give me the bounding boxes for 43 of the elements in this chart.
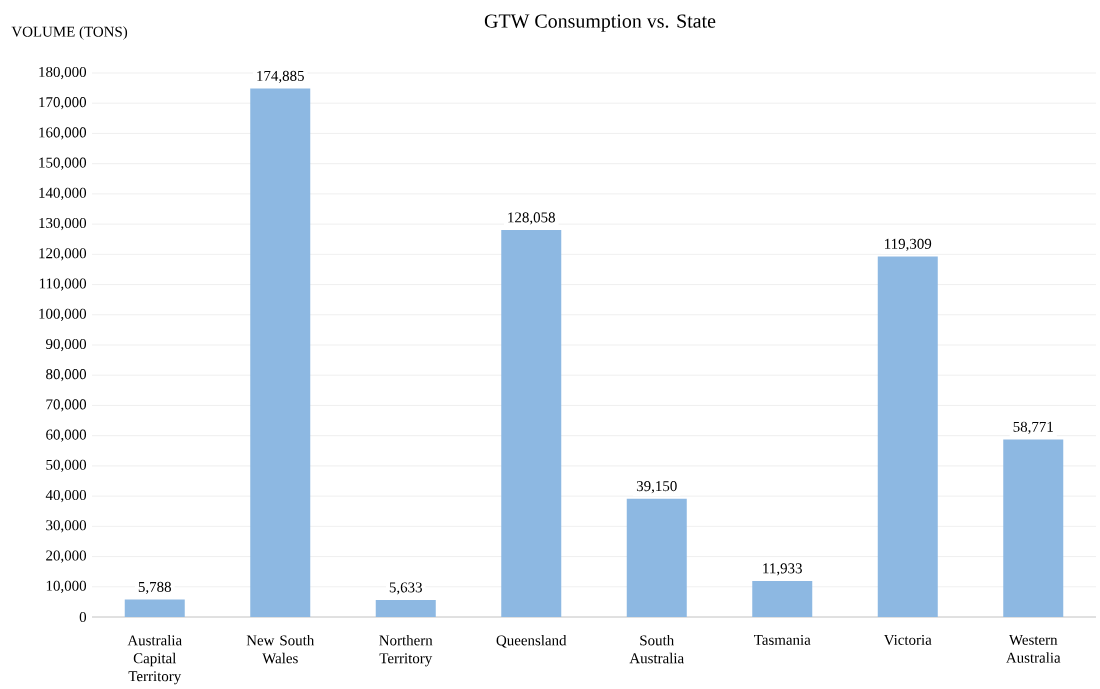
y-tick-label: 20,000 [46, 550, 87, 563]
y-tick-label: 150,000 [39, 157, 87, 170]
y-tick-label: 0 [79, 611, 87, 623]
y-tick-label: 130,000 [39, 217, 87, 231]
x-tick-label: South Australia [629, 634, 684, 664]
y-tick-label: 80,000 [46, 369, 87, 382]
x-tick-label: Tasmania [754, 634, 811, 645]
y-tick-label: 110,000 [39, 278, 87, 291]
y-tick-label: 100,000 [39, 308, 87, 321]
y-tick-label: 90,000 [45, 338, 87, 352]
bar [375, 599, 436, 617]
x-tick-label: Northern Territory [379, 634, 433, 667]
x-tick-label: Queensland [496, 634, 567, 648]
bar [1003, 439, 1064, 617]
data-label: 58,771 [1013, 421, 1053, 434]
y-tick-label: 40,000 [45, 489, 87, 503]
y-tick-label: 70,000 [46, 399, 87, 412]
y-tick-label: 30,000 [46, 520, 87, 533]
x-tick-label: Australia Capital Territory [127, 634, 182, 685]
data-label: 39,150 [636, 481, 677, 494]
bar [124, 599, 185, 617]
y-tick-label: 160,000 [39, 127, 87, 140]
y-tick-label: 60,000 [46, 429, 87, 442]
y-tick-label: 50,000 [46, 459, 87, 473]
y-tick-label: 10,000 [46, 580, 87, 593]
y-tick-label: 180,000 [39, 66, 87, 80]
data-label: 5,633 [389, 582, 422, 595]
y-tick-label: 170,000 [39, 97, 87, 110]
y-tick-label: 140,000 [39, 187, 87, 201]
x-tick-label: Victoria [883, 634, 932, 645]
x-tick-label: Western Australia [1006, 634, 1061, 663]
bar [501, 229, 562, 617]
chart-title: GTW Consumption vs. State [484, 14, 716, 32]
data-label: 11,933 [763, 563, 802, 576]
y-axis-title: VOLUME (TONS) [11, 26, 128, 40]
data-label: 174,885 [257, 70, 304, 84]
data-label: 119,309 [885, 238, 932, 252]
bar [250, 88, 311, 617]
x-tick-label: New South Wales [246, 634, 315, 664]
bar [626, 498, 687, 617]
y-tick-label: 120,000 [39, 248, 87, 261]
data-label: 128,058 [508, 212, 555, 225]
data-label: 5,788 [138, 581, 171, 595]
